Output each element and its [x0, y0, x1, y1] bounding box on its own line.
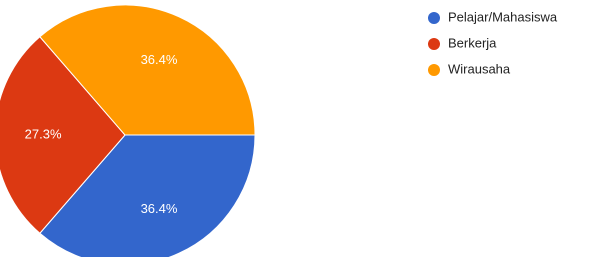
- slice-label: 36.4%: [141, 201, 178, 216]
- chart: 36.4% 27.3% 36.4% Pelajar/Mahasiswa Berkerja…: [0, 0, 591, 257]
- legend-swatch: [428, 12, 440, 24]
- legend-label: Wirausaha: [448, 61, 511, 76]
- legend-swatch: [428, 38, 440, 50]
- legend-label: Berkerja: [448, 35, 497, 50]
- slice-label: 27.3%: [25, 126, 62, 141]
- slice-label: 36.4%: [141, 52, 178, 67]
- legend-swatch: [428, 64, 440, 76]
- legend-label: Pelajar/Mahasiswa: [448, 9, 558, 24]
